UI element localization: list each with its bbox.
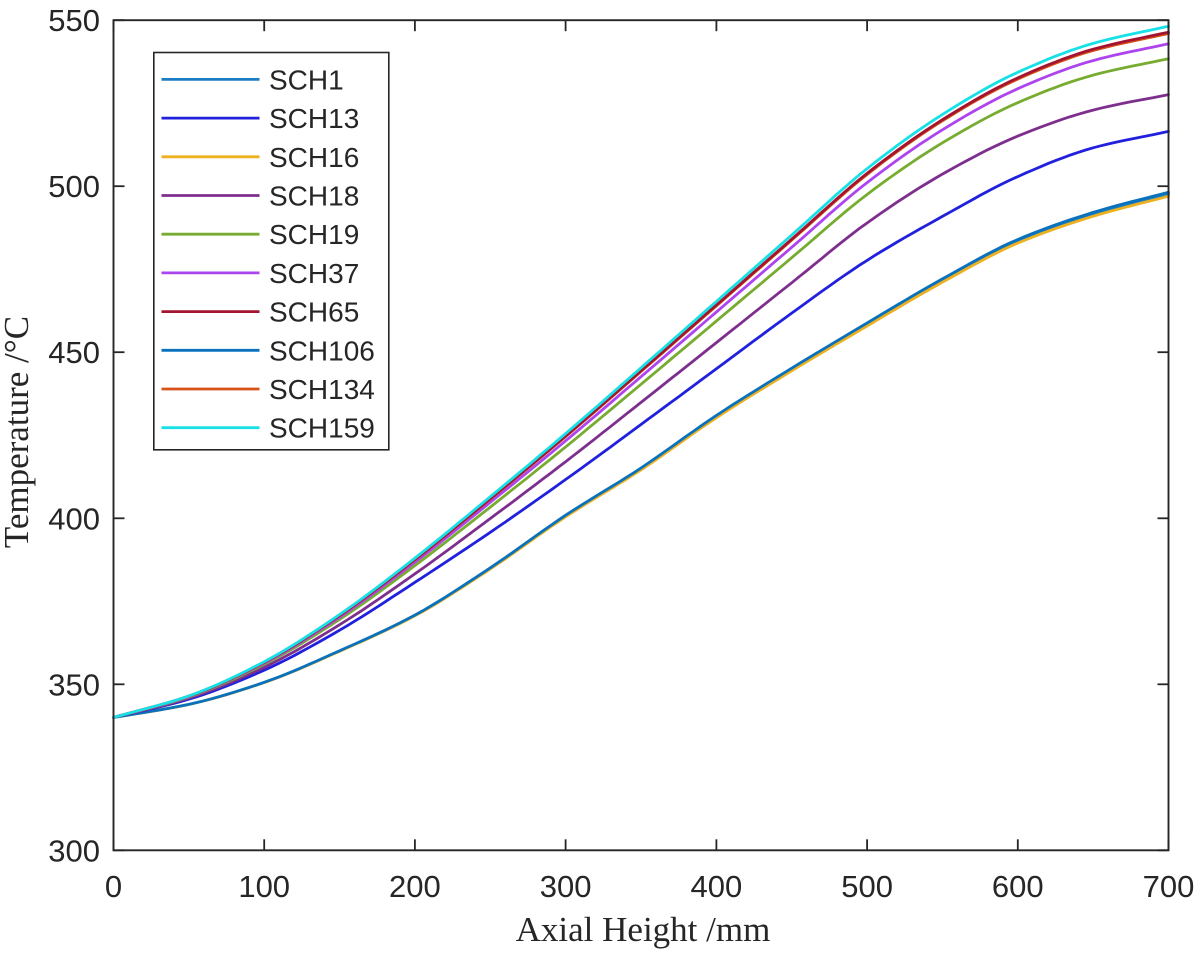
svg-text:SCH1: SCH1 xyxy=(269,64,344,95)
svg-text:SCH19: SCH19 xyxy=(269,219,359,250)
svg-text:SCH37: SCH37 xyxy=(269,258,359,289)
svg-text:500: 500 xyxy=(48,169,100,204)
svg-text:300: 300 xyxy=(48,833,100,868)
svg-text:SCH16: SCH16 xyxy=(269,142,359,173)
svg-text:Axial Height /mm: Axial Height /mm xyxy=(516,910,771,949)
svg-text:SCH18: SCH18 xyxy=(269,181,359,212)
svg-text:SCH134: SCH134 xyxy=(269,374,375,405)
svg-text:SCH106: SCH106 xyxy=(269,335,375,366)
svg-text:600: 600 xyxy=(992,869,1044,904)
svg-text:300: 300 xyxy=(540,869,592,904)
svg-text:200: 200 xyxy=(389,869,441,904)
svg-text:SCH65: SCH65 xyxy=(269,297,359,328)
svg-text:450: 450 xyxy=(48,335,100,370)
svg-text:500: 500 xyxy=(841,869,893,904)
svg-text:0: 0 xyxy=(105,869,122,904)
svg-text:550: 550 xyxy=(48,3,100,38)
svg-text:400: 400 xyxy=(691,869,743,904)
svg-text:350: 350 xyxy=(48,667,100,702)
svg-text:700: 700 xyxy=(1143,869,1195,904)
svg-text:SCH159: SCH159 xyxy=(269,413,375,444)
svg-text:100: 100 xyxy=(238,869,290,904)
svg-text:SCH13: SCH13 xyxy=(269,103,359,134)
svg-text:400: 400 xyxy=(48,501,100,536)
svg-text:Temperature /°C: Temperature /°C xyxy=(0,316,36,548)
